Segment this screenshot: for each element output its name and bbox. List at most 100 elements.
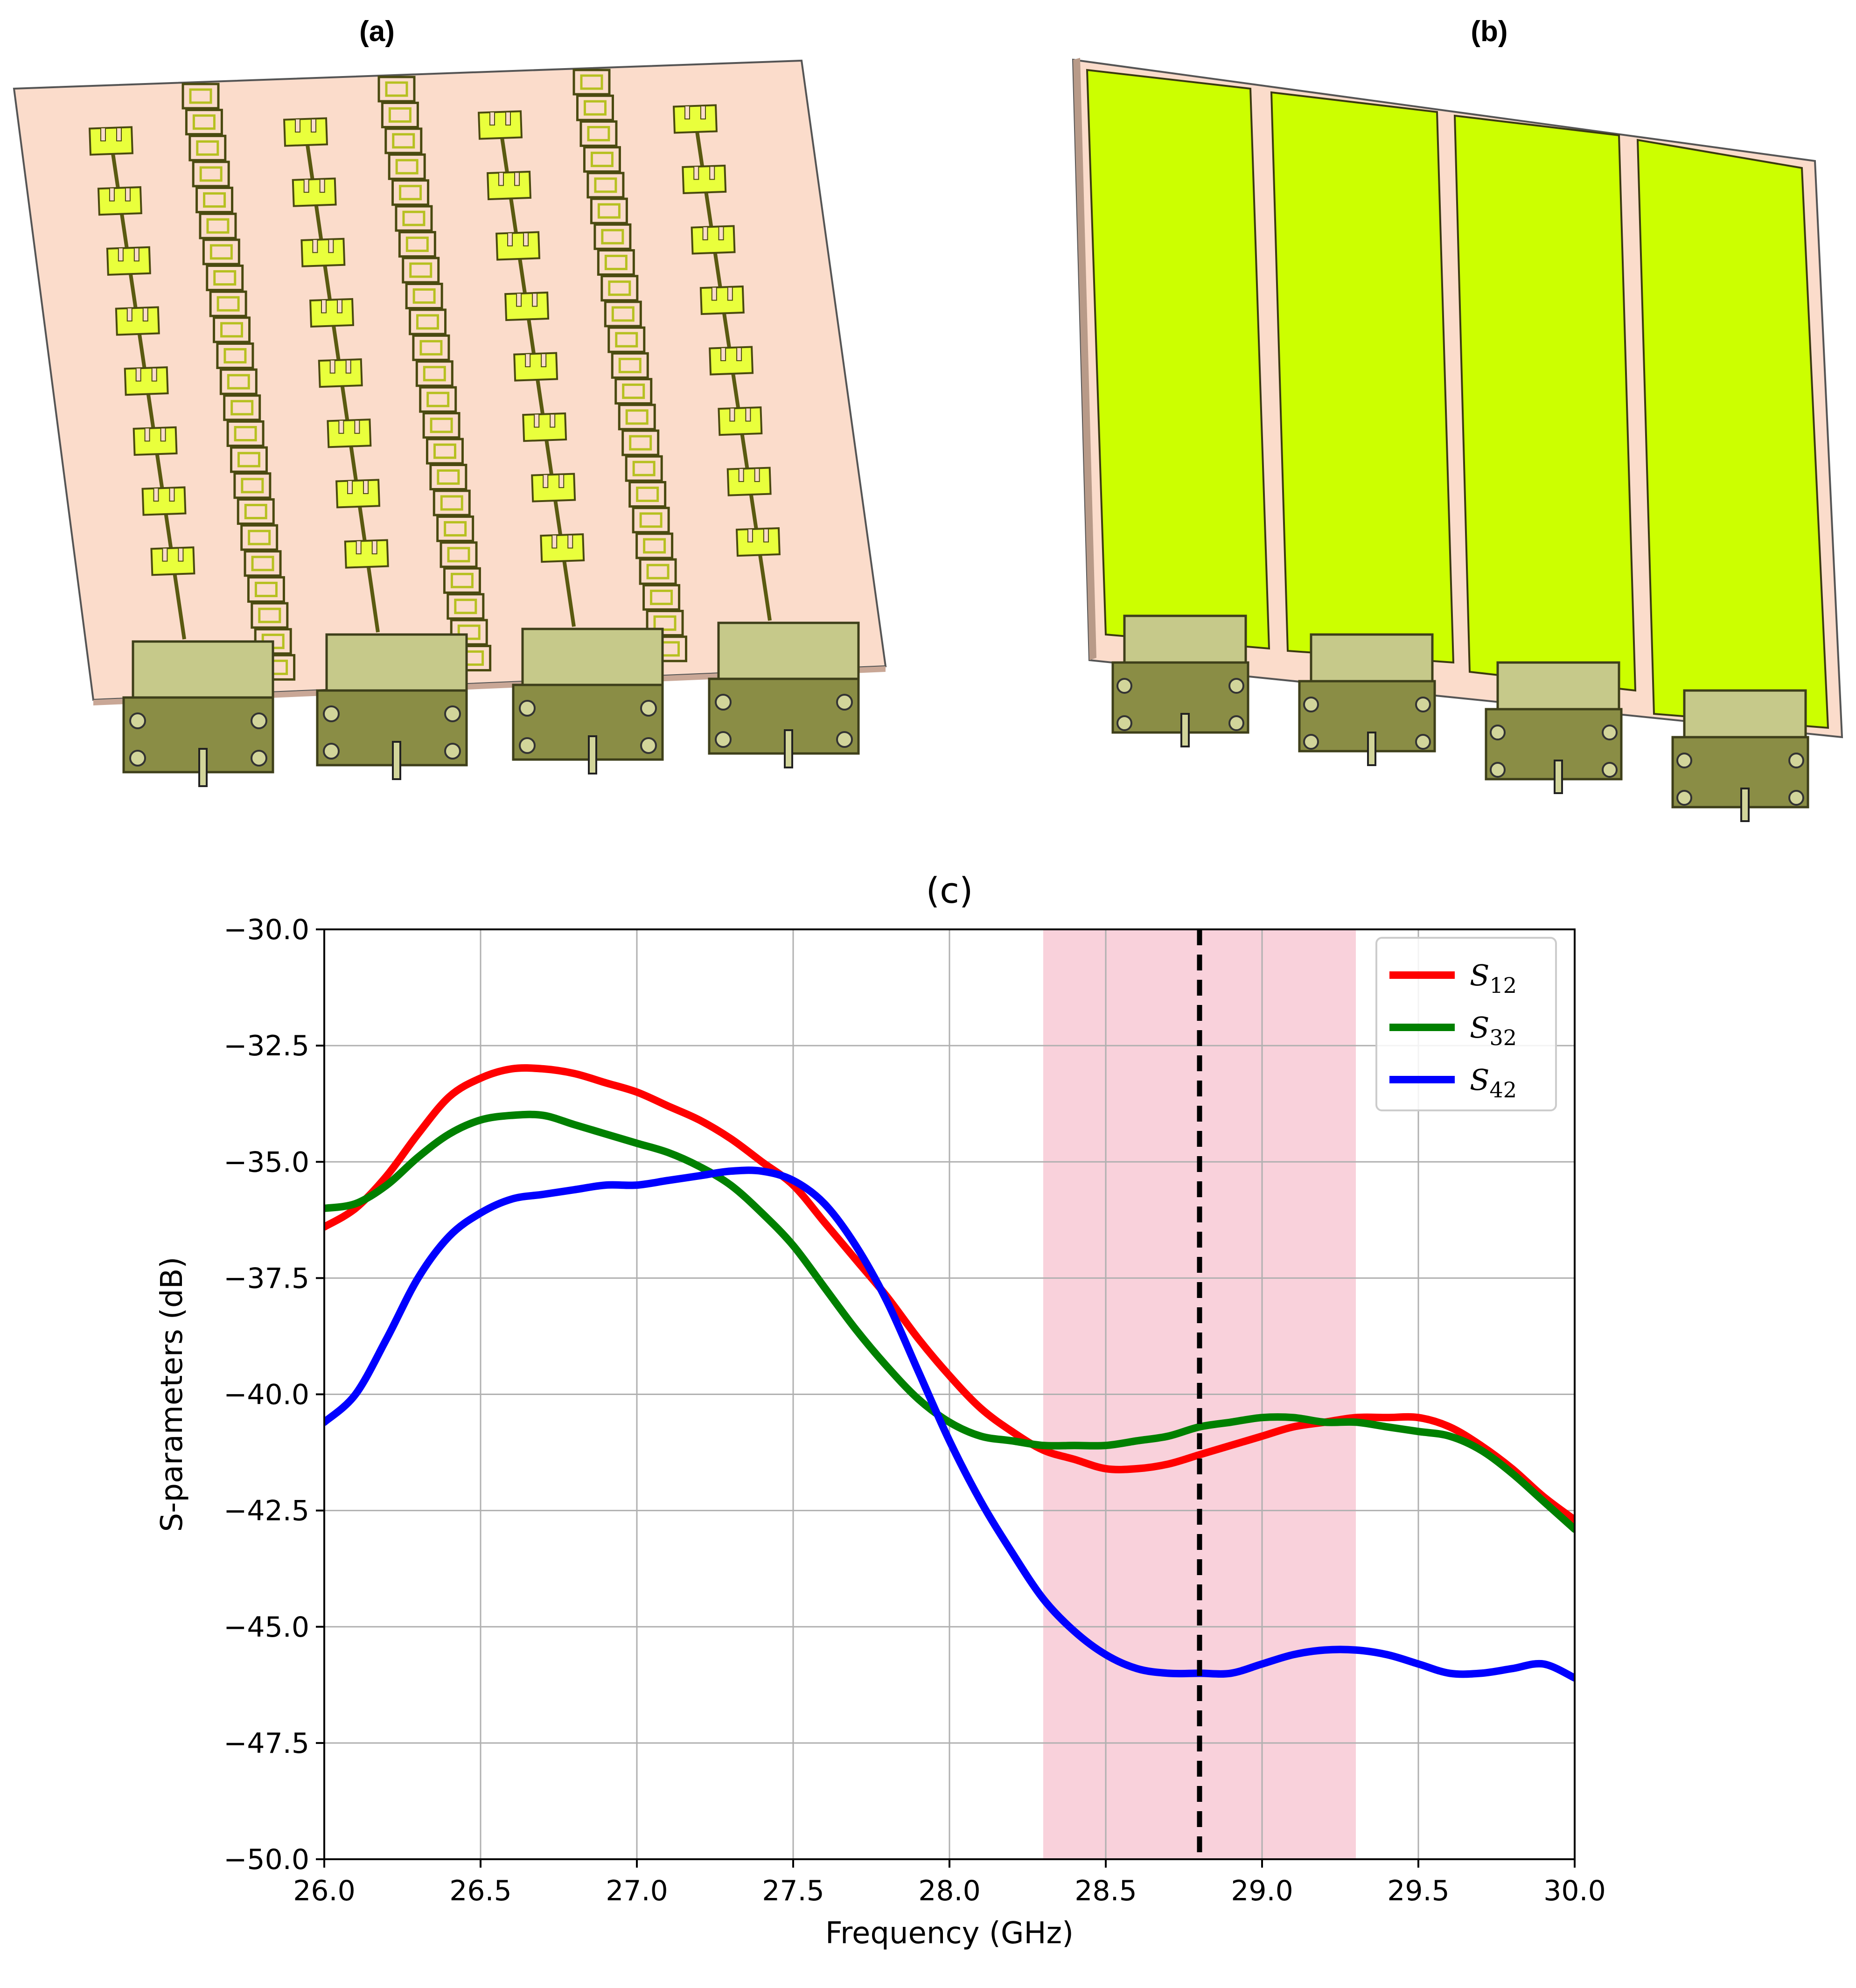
- srr-cell: [388, 153, 426, 180]
- connector-flange: [1683, 689, 1807, 739]
- connector-pin: [1367, 732, 1376, 766]
- ground-plane: [1453, 114, 1637, 692]
- srr-cell: [230, 446, 268, 473]
- patch-slot: [550, 413, 556, 428]
- srr-cell: [632, 507, 670, 534]
- x-tick-label: 29.5: [1387, 1875, 1450, 1907]
- connector-pin: [1554, 760, 1563, 794]
- screw: [1116, 715, 1132, 731]
- patch-slot: [338, 419, 344, 434]
- patch-element: [88, 126, 134, 156]
- patch-slot: [100, 127, 106, 141]
- srr-cell-inner: [254, 581, 278, 597]
- legend-label-S42: S42: [1470, 1063, 1517, 1102]
- srr-cell: [576, 94, 614, 121]
- srr-cell-inner: [244, 503, 267, 519]
- srr-cell: [237, 498, 275, 525]
- srr-cell-inner: [437, 469, 460, 485]
- patch-element: [133, 426, 178, 456]
- srr-cell-inner: [395, 159, 419, 174]
- srr-cell: [398, 231, 436, 258]
- srr-cell: [597, 249, 635, 276]
- connector-top: [132, 640, 274, 699]
- patch-element: [318, 358, 363, 388]
- patch-element: [540, 533, 585, 563]
- srr-cell: [247, 576, 285, 603]
- patch-slot: [295, 119, 300, 133]
- patch-slot: [311, 119, 316, 133]
- patch-slot: [516, 293, 522, 307]
- x-tick-label: 28.5: [1075, 1875, 1137, 1907]
- patch-slot: [347, 480, 353, 494]
- screw: [1788, 753, 1804, 768]
- screw: [1676, 753, 1692, 768]
- srr-cell-inner: [590, 152, 614, 167]
- ground-plane: [1086, 69, 1270, 650]
- screw: [1602, 725, 1618, 740]
- srr-cell-inner: [399, 185, 422, 201]
- patch-slot: [329, 359, 335, 374]
- patch-slot: [116, 127, 122, 141]
- patch-slot: [738, 468, 744, 482]
- patch-slot: [763, 528, 769, 543]
- patch-element: [522, 412, 567, 442]
- patch-element: [513, 352, 558, 382]
- patch-element: [699, 285, 745, 315]
- srr-cell: [639, 558, 677, 585]
- srr-cell-inner: [203, 192, 226, 208]
- patch-slot: [754, 468, 760, 482]
- screw: [640, 737, 657, 754]
- screw: [129, 712, 146, 729]
- patch-slot: [727, 286, 733, 301]
- patch-element: [726, 467, 772, 496]
- srr-cell-inner: [430, 418, 453, 433]
- connector-pin: [588, 735, 597, 774]
- patch-slot: [736, 347, 742, 362]
- legend-box: [1375, 937, 1557, 1111]
- srr-cell-inner: [632, 460, 656, 476]
- srr-cell-inner: [433, 443, 456, 459]
- patch-slot: [551, 534, 558, 549]
- patch-slot: [543, 474, 549, 488]
- srr-cell: [219, 368, 258, 395]
- x-tick-label: 28.0: [918, 1875, 981, 1907]
- panel-a-label: (a): [359, 15, 395, 48]
- srr-cell: [642, 584, 681, 611]
- connector-body: [316, 689, 468, 767]
- srr-cell: [391, 179, 430, 206]
- srr-cell: [621, 429, 660, 456]
- x-tick-label: 29.0: [1231, 1875, 1293, 1907]
- srr-cell: [402, 257, 440, 284]
- patch-element: [150, 546, 195, 576]
- y-tick-label: −35.0: [223, 1146, 309, 1179]
- patch-slot: [693, 166, 699, 180]
- srr-cell-inner: [622, 384, 645, 399]
- srr-cell: [223, 394, 261, 421]
- y-tick-label: −42.5: [223, 1495, 309, 1528]
- srr-cell-inner: [223, 348, 247, 364]
- patch-element: [292, 177, 337, 207]
- srr-cell-inner: [440, 495, 463, 511]
- srr-cell-inner: [650, 589, 673, 605]
- srr-cell: [251, 602, 289, 629]
- srr-cell-inner: [643, 538, 666, 554]
- srr-cell-inner: [618, 357, 642, 373]
- srr-cell: [216, 342, 254, 370]
- connector-pin: [1180, 713, 1190, 747]
- srr-cell: [436, 515, 474, 542]
- panel-a-illustration: [13, 59, 887, 787]
- screw: [323, 705, 340, 722]
- patch-slot: [178, 547, 184, 562]
- patch-element: [106, 246, 151, 276]
- srr-cell-inner: [251, 556, 274, 572]
- patch-element: [124, 366, 169, 396]
- patch-element: [300, 237, 346, 267]
- patch-element: [495, 231, 541, 261]
- srr-cell: [628, 481, 667, 508]
- patch-slot: [718, 226, 724, 241]
- srr-cell: [185, 109, 223, 136]
- srr-cell: [429, 464, 467, 491]
- y-tick-label: −30.0: [223, 914, 309, 946]
- srr-cell-inner: [580, 74, 603, 90]
